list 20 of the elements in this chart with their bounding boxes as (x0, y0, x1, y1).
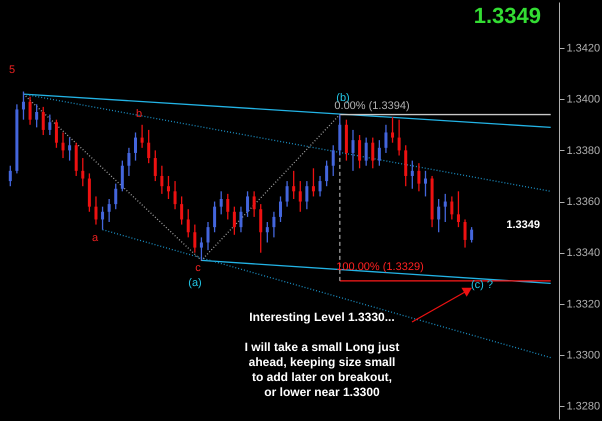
y-tick-label: 1.3320 (566, 298, 600, 310)
y-tick-label: 1.3360 (566, 196, 600, 208)
annotation: c (195, 262, 202, 274)
y-tick-label: 1.3420 (566, 42, 600, 55)
annotation: 1.3349 (506, 219, 540, 231)
y-tick-label: 1.3380 (566, 144, 600, 157)
annotation: (c) ? (471, 279, 493, 291)
annotation: I will take a small Long just ahead, keeping size small to add later on breakout, or lower near 1.3300 (244, 340, 400, 399)
y-tick-label: 1.3340 (566, 247, 600, 260)
y-tick-label: 1.3400 (566, 94, 600, 106)
annotation: (a) (188, 277, 202, 289)
y-tick-label: 1.3280 (566, 400, 600, 413)
annotation: b (136, 108, 142, 120)
annotation: Interesting Level 1.3330... (249, 310, 395, 324)
chart-title: 1.3349 (474, 3, 541, 28)
annotation: 100.00% (1.3329) (336, 261, 424, 273)
annotation: 5 (8, 64, 16, 76)
y-tick-label: 1.3300 (566, 350, 600, 362)
annotation: a (92, 232, 99, 244)
annotation: 0.00% (1.3394) (334, 100, 410, 112)
